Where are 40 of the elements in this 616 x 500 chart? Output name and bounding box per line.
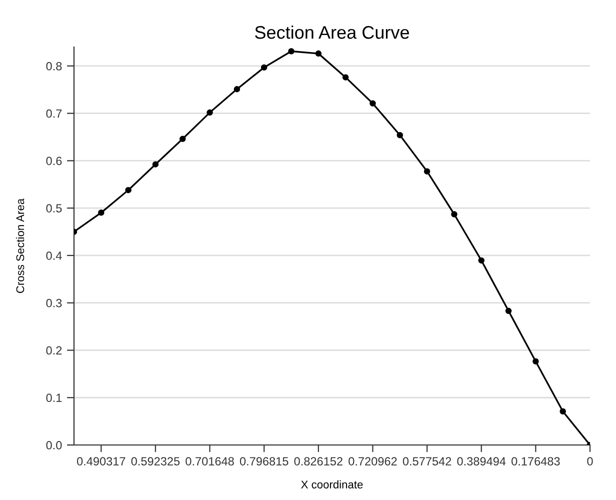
- x-tick-label: 0: [587, 457, 593, 466]
- point: [315, 50, 322, 57]
- point: [152, 161, 159, 168]
- point: [180, 136, 186, 142]
- y-tick-label: 0.3: [46, 298, 62, 308]
- x-tick-label: 0.720962: [348, 457, 397, 466]
- x-axis-title: X coordinate: [301, 480, 363, 488]
- point: [234, 86, 240, 92]
- y-tick-label: 0.6: [46, 156, 62, 166]
- x-tick-label: 0.796815: [240, 457, 288, 466]
- y-tick-label: 0.2: [46, 346, 62, 355]
- x-tick-label: 0.701648: [186, 457, 234, 466]
- point: [260, 64, 268, 71]
- x-tick-label: 0.826152: [294, 457, 342, 466]
- y-tick-label: 0.8: [46, 62, 62, 70]
- y-tick-label: 0.4: [46, 252, 62, 260]
- point: [370, 100, 376, 107]
- y-axis-title: Cross Section Area: [16, 198, 24, 293]
- x-tick-label: 0.176483: [512, 457, 560, 466]
- y-tick-label: 0.5: [46, 204, 62, 212]
- point: [560, 408, 566, 414]
- chart-title: Section Area Curve: [255, 26, 409, 39]
- y-tick-label: 0.1: [46, 394, 62, 402]
- x-tick-label: 0.490317: [77, 457, 126, 466]
- point: [451, 211, 458, 218]
- point: [288, 48, 294, 54]
- x-tick-label: 0.389494: [457, 457, 506, 466]
- point: [478, 257, 484, 264]
- point: [206, 109, 213, 116]
- y-tick-label: 0.7: [46, 109, 62, 118]
- point: [532, 358, 539, 365]
- point: [125, 186, 132, 194]
- point: [424, 168, 430, 174]
- x-tick-label: 0.577542: [402, 457, 452, 466]
- point: [396, 132, 404, 138]
- point: [98, 210, 104, 216]
- point: [342, 74, 349, 80]
- y-tick-label: 0.0: [46, 441, 62, 450]
- point: [505, 308, 512, 314]
- x-tick-label: 0.592325: [131, 457, 180, 466]
